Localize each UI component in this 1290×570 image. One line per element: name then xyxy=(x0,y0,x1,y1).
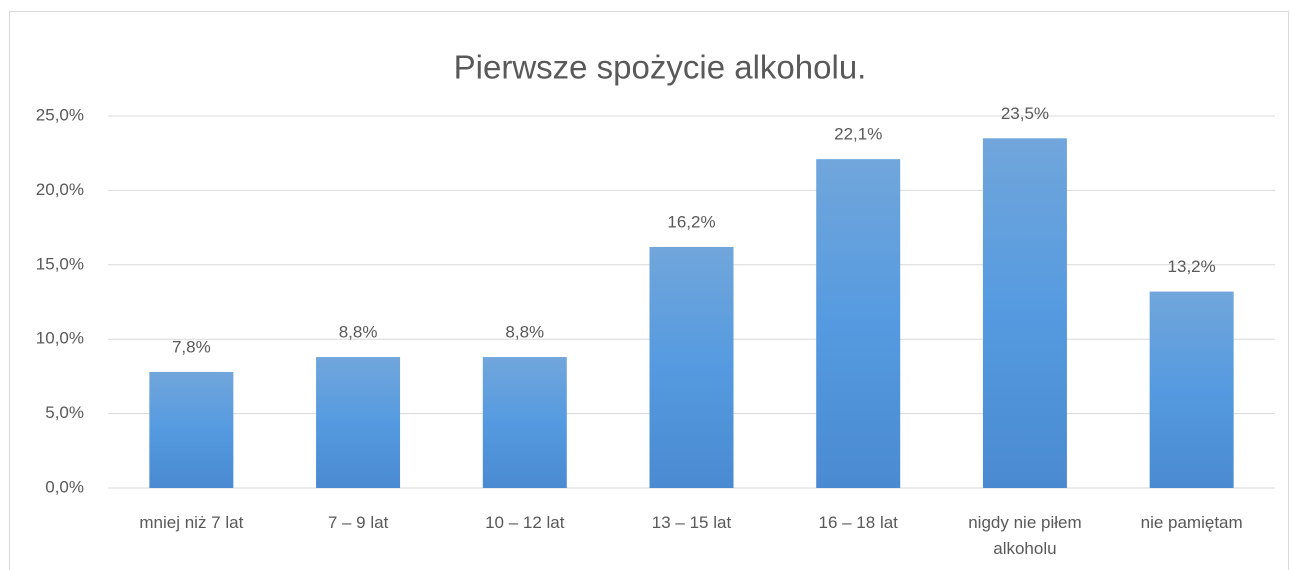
x-tick-label: 7 – 9 lat xyxy=(327,513,389,532)
bar xyxy=(1149,291,1234,488)
data-label: 23,5% xyxy=(1001,104,1049,123)
x-tick-label: mniej niż 7 lat xyxy=(139,513,244,532)
data-label: 22,1% xyxy=(834,125,882,144)
data-label: 8,8% xyxy=(505,323,544,342)
bar xyxy=(316,357,401,488)
bar xyxy=(482,357,567,488)
data-label: 7,8% xyxy=(172,337,211,356)
y-tick-label: 5,0% xyxy=(45,403,84,422)
bar xyxy=(649,246,734,488)
y-tick-label: 25,0% xyxy=(36,105,84,124)
bar xyxy=(149,371,234,488)
data-label: 8,8% xyxy=(339,323,378,342)
y-tick-label: 15,0% xyxy=(36,254,84,273)
y-tick-label: 0,0% xyxy=(45,477,84,496)
bar xyxy=(982,138,1067,488)
chart-title: Pierwsze spożycie alkoholu. xyxy=(454,49,867,86)
x-tick-label: 16 – 18 lat xyxy=(818,513,898,532)
bar xyxy=(816,159,901,489)
x-tick-label: nie pamiętam xyxy=(1140,513,1243,532)
y-tick-label: 20,0% xyxy=(36,180,84,199)
data-label: 13,2% xyxy=(1168,257,1216,276)
x-tick-label: 10 – 12 lat xyxy=(485,513,565,532)
data-label: 16,2% xyxy=(667,212,715,231)
x-tick-label: 13 – 15 lat xyxy=(651,513,732,532)
chart-border xyxy=(9,11,1289,570)
y-tick-label: 10,0% xyxy=(36,329,84,348)
x-tick-label: nigdy nie piłem alkoholu xyxy=(968,513,1082,558)
